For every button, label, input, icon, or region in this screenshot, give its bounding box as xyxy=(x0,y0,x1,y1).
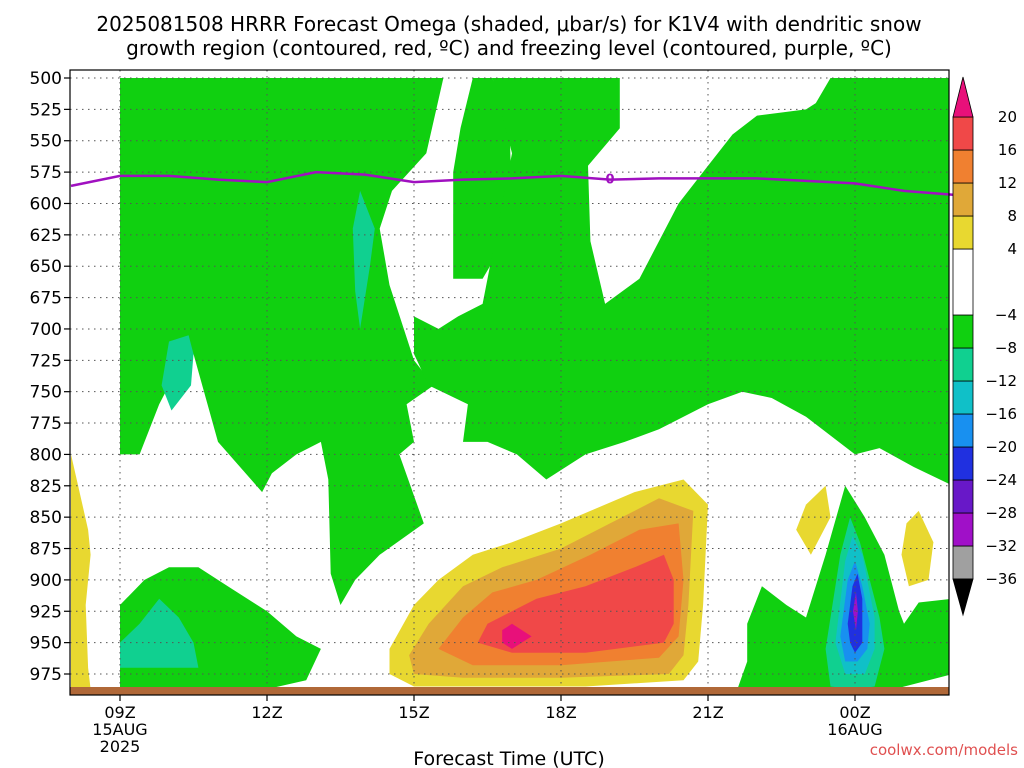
omega-region-m12_m8 xyxy=(352,190,375,329)
colorbar-tick-label: −20 xyxy=(985,438,1017,456)
colorbar-band-p4_8 xyxy=(952,215,974,250)
freezing-level-label: 0 xyxy=(605,172,614,187)
y-tick-label: 725 xyxy=(30,351,62,371)
colorbar-band-m36_m32 xyxy=(952,545,974,580)
y-tick-label: 675 xyxy=(30,289,62,309)
colorbar-band-m12_m8 xyxy=(952,347,974,382)
y-tick-label: 825 xyxy=(30,477,62,497)
y-tick-label: 525 xyxy=(30,100,62,120)
x-tick-label: 12Z xyxy=(251,703,282,722)
freezing-level-contour: 0 xyxy=(70,170,954,196)
omega-shaded-regions xyxy=(71,78,949,690)
y-tick-label: 875 xyxy=(30,540,62,560)
omega-region-gt_20 xyxy=(502,623,532,649)
colorbar-band-p12_16 xyxy=(952,149,974,184)
omega-region-m12_m8 xyxy=(161,335,194,411)
colorbar-bottom-arrow xyxy=(952,578,974,617)
colorbar-band-m16_m12 xyxy=(952,380,974,415)
omega-region-p16_20 xyxy=(477,554,674,653)
y-tick-label: 550 xyxy=(30,132,62,152)
colorbar-tick-label: −8 xyxy=(995,339,1017,357)
y-tick-label: 900 xyxy=(30,571,62,591)
y-tick-label: 500 xyxy=(30,69,62,89)
colorbar-tick-label: −12 xyxy=(985,372,1017,390)
y-tick-label: 750 xyxy=(30,383,62,403)
colorbar-tick-label: −4 xyxy=(995,306,1017,324)
x-tick-label: 00Z xyxy=(839,703,870,722)
surface-ground-bar xyxy=(70,687,949,695)
y-tick-label: 600 xyxy=(30,194,62,214)
omega-region-m8_m4 xyxy=(414,78,949,484)
colorbar-tick-label: 8 xyxy=(1007,207,1017,225)
freezing-level-line xyxy=(70,170,954,196)
y-tick-label: 925 xyxy=(30,602,62,622)
pressure-axis: 500 525 550 575 600 625 650 675 700 725 750 775 800 8… xyxy=(30,69,70,685)
plot-frame xyxy=(69,69,950,696)
x-tick-label: 2025 xyxy=(100,737,141,756)
omega-region-m8_m4 xyxy=(120,78,444,605)
x-tick-label: 21Z xyxy=(692,703,723,722)
y-tick-label: 700 xyxy=(30,320,62,340)
colorbar-tick-label: 12 xyxy=(998,174,1017,192)
colorbar-tick-label: 16 xyxy=(998,141,1017,159)
chart-title-line-1: 2025081508 HRRR Forecast Omega (shaded, … xyxy=(96,12,921,36)
y-tick-label: 800 xyxy=(30,445,62,465)
y-tick-label: 850 xyxy=(30,508,62,528)
y-tick-label: 950 xyxy=(30,634,62,654)
colorbar-band-m20_m16 xyxy=(952,413,974,448)
x-tick-label: 15Z xyxy=(398,703,429,722)
colorbar-band-m4_4 xyxy=(952,248,974,316)
omega-region-p4_8 xyxy=(796,485,831,555)
y-tick-label: 575 xyxy=(30,163,62,183)
colorbar-tick-label: −32 xyxy=(985,537,1017,555)
colorbar-band-m28_m24 xyxy=(952,479,974,514)
y-tick-label: 650 xyxy=(30,257,62,277)
x-tick-label: 16AUG xyxy=(827,720,882,739)
grid-lines xyxy=(70,70,949,695)
y-tick-label: 975 xyxy=(30,665,62,685)
colorbar-band-m8_m4 xyxy=(952,314,974,349)
chart-title-line-2: growth region (contoured, red, ºC) and f… xyxy=(126,36,892,60)
colorbar-band-m24_m20 xyxy=(952,446,974,481)
x-tick-label: 15AUG xyxy=(92,720,147,739)
colorbar-tick-label: 4 xyxy=(1007,240,1017,258)
y-tick-label: 625 xyxy=(30,226,62,246)
y-tick-label: 775 xyxy=(30,414,62,434)
omega-region-m12_m8 xyxy=(120,598,199,668)
x-axis-label: Forecast Time (UTC) xyxy=(413,748,604,768)
credit-link[interactable]: coolwx.com/models xyxy=(870,741,1018,759)
x-tick-label: 18Z xyxy=(545,703,576,722)
colorbar-tick-label: −16 xyxy=(985,405,1017,423)
x-tick-label: 09Z xyxy=(104,703,135,722)
colorbar-tick-label: −24 xyxy=(985,471,1017,489)
colorbar-band-m32_m28 xyxy=(952,512,974,547)
colorbar-top-arrow xyxy=(952,76,974,118)
colorbar-tick-label: −36 xyxy=(985,570,1017,588)
omega-region-p4_8 xyxy=(71,454,91,690)
colorbar-band-p8_12 xyxy=(952,182,974,217)
omega-colorbar: −36 −32 −28 −24 −20 −16 −12 −8 −4 4 8 12 16 20 xyxy=(952,76,1017,617)
colorbar-band-p16_20 xyxy=(952,116,974,151)
colorbar-tick-label: −28 xyxy=(985,504,1017,522)
colorbar-tick-label: 20 xyxy=(998,108,1017,126)
